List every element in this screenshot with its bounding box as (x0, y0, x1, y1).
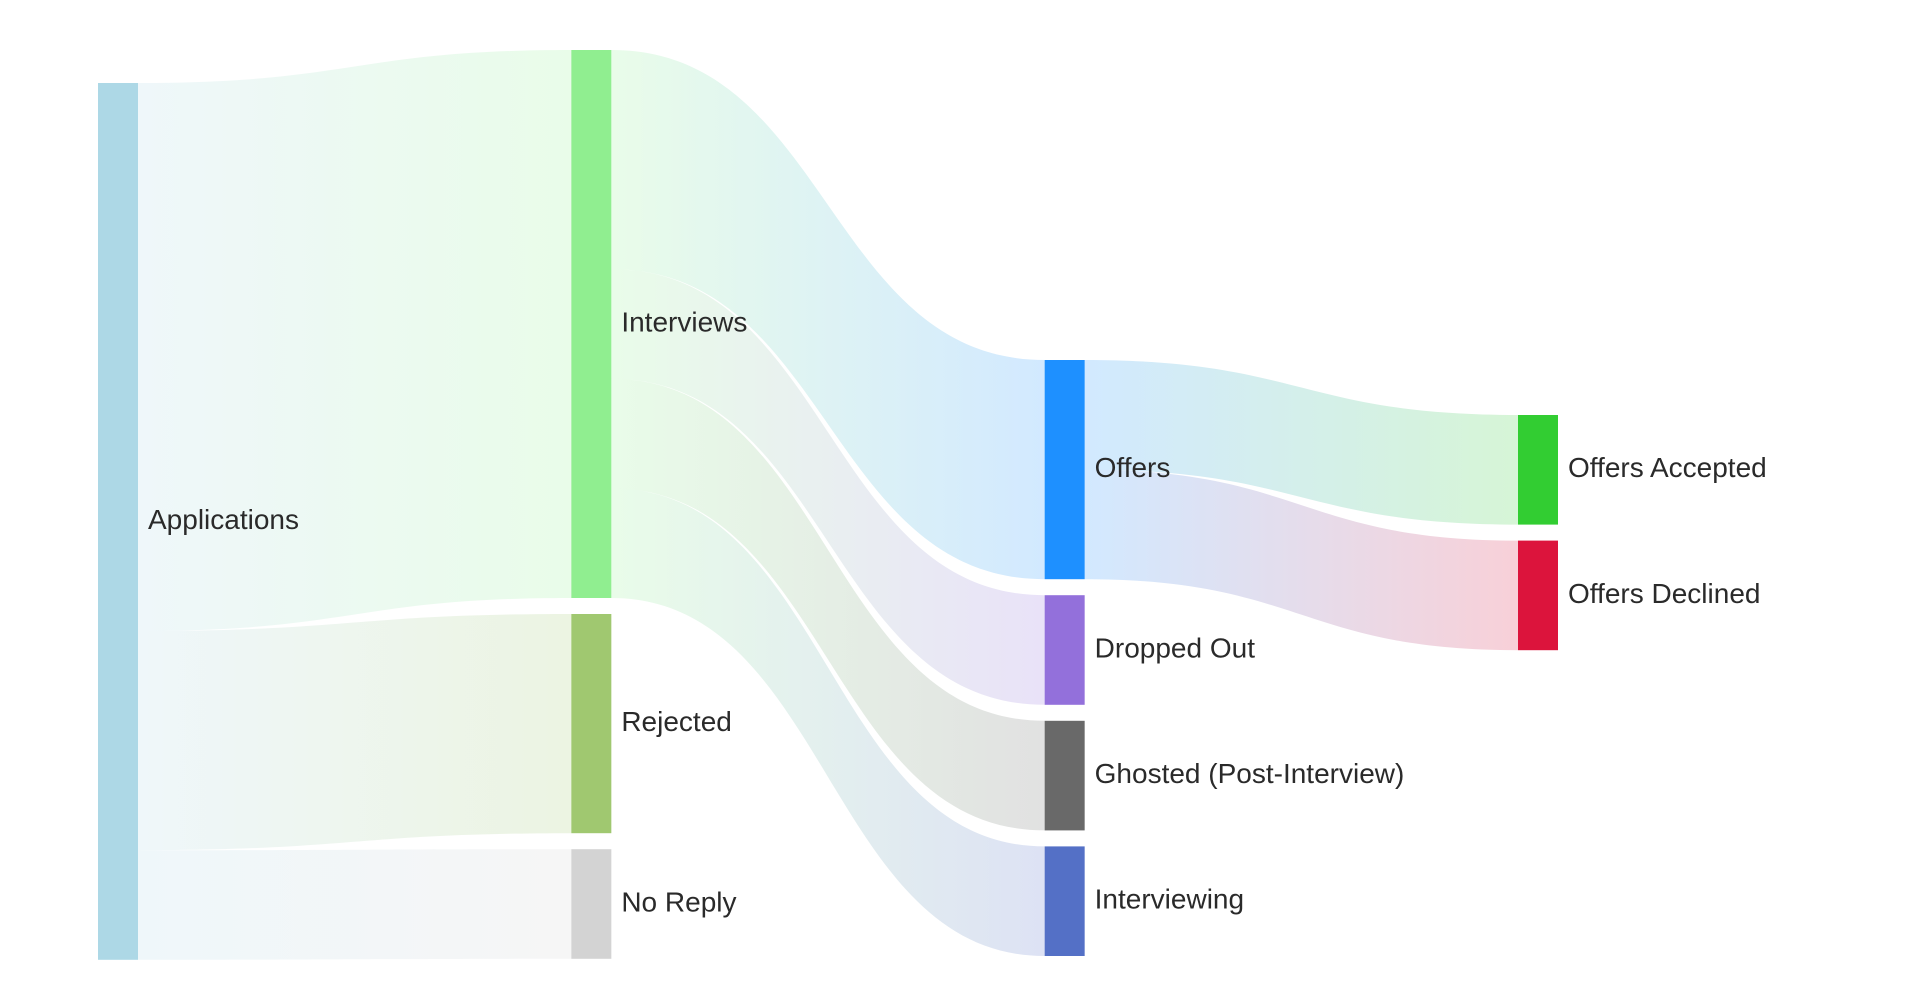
node-label-no-reply: No Reply (621, 886, 736, 917)
link-interviews-to-dropped_out (611, 269, 1045, 705)
node-label-interviewing: Interviewing (1095, 884, 1244, 915)
node-label-interviews: Interviews (621, 306, 747, 337)
node-label-offers: Offers (1095, 452, 1171, 483)
node-offers-declined (1518, 540, 1558, 651)
node-label-ghosted: Ghosted (Post-Interview) (1095, 758, 1405, 789)
link-interviews-to-ghosted (611, 378, 1045, 831)
sankey-nodes (98, 50, 1558, 960)
link-offers-to-offers_declined (1084, 469, 1518, 651)
link-applications-to-no_reply (138, 849, 572, 960)
link-interviews-to-interviewing (611, 488, 1045, 956)
node-label-rejected: Rejected (621, 706, 732, 737)
node-label-offers-accepted: Offers Accepted (1568, 452, 1767, 483)
node-ghosted (1044, 720, 1085, 831)
sankey-labels: Applications Interviews Rejected No Reply Of… (148, 306, 1767, 917)
node-label-applications: Applications (148, 504, 299, 535)
link-applications-to-interviews (138, 50, 572, 631)
node-offers (1044, 360, 1085, 580)
node-rejected (571, 614, 612, 834)
node-no-reply (571, 849, 612, 959)
node-interviewing (1044, 846, 1085, 956)
node-interviews (571, 50, 612, 598)
sankey-links (138, 50, 1518, 960)
node-applications (98, 83, 138, 960)
link-offers-to-offers_accepted (1084, 360, 1518, 525)
node-dropped-out (1044, 595, 1085, 705)
link-interviews-to-offers (611, 50, 1045, 580)
node-label-dropped-out: Dropped Out (1095, 632, 1256, 663)
node-offers-accepted (1518, 415, 1558, 525)
node-label-offers-declined: Offers Declined (1568, 578, 1760, 609)
link-applications-to-rejected (138, 614, 572, 851)
